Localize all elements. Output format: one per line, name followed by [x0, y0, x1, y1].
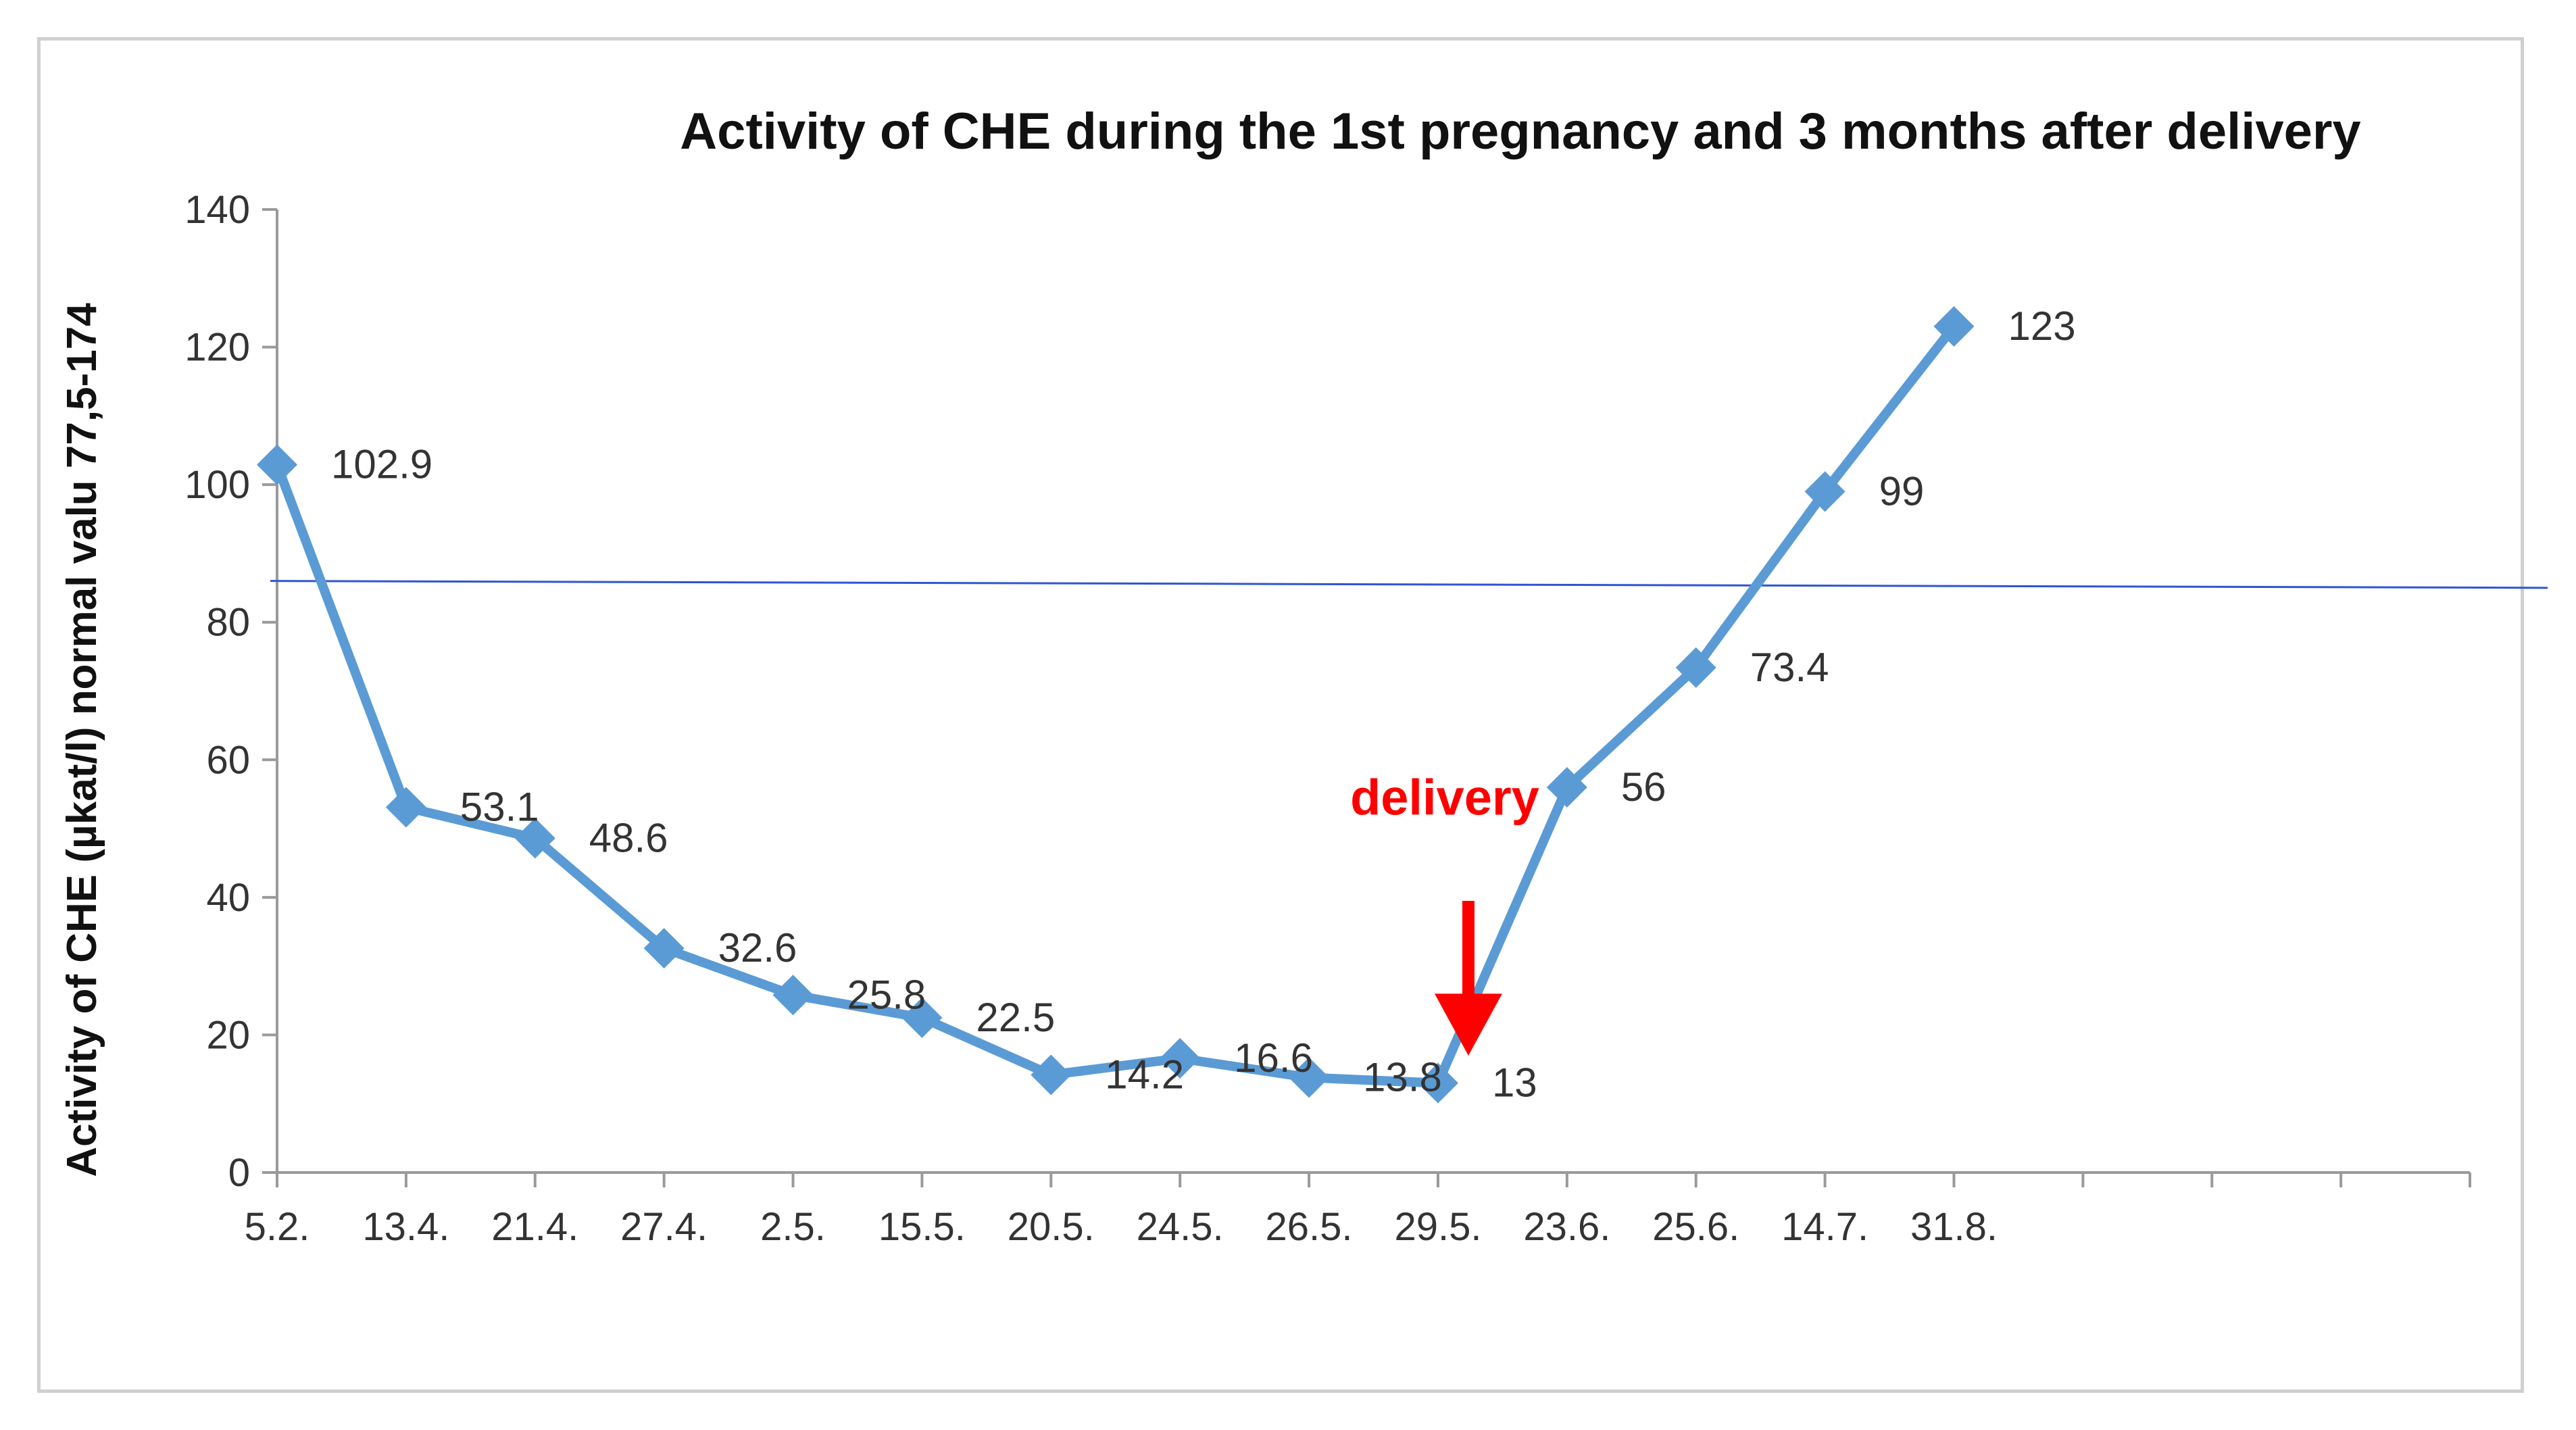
data-label: 22.5	[976, 995, 1055, 1040]
data-label: 99	[1879, 468, 1925, 514]
reference-line	[270, 580, 2548, 589]
data-point-marker	[514, 818, 555, 859]
data-point-marker	[901, 997, 943, 1038]
chart-title: Activity of CHE during the 1st pregnancy…	[680, 103, 2360, 160]
y-tick-label: 0	[228, 1151, 250, 1195]
data-label: 14.2	[1105, 1052, 1184, 1097]
data-labels-group: 102.9 53.1 48.6 32.6 25.8 22.5 14.2 16.6 13.8 13 5…	[331, 303, 2076, 1106]
data-label: 48.6	[589, 815, 668, 860]
chart-frame	[37, 37, 2524, 1393]
data-point-marker	[772, 975, 814, 1016]
y-tick-label: 20	[206, 1013, 250, 1057]
data-point-marker	[385, 787, 426, 828]
x-tick-label: 26.5.	[1266, 1205, 1353, 1249]
data-label: 123	[2008, 303, 2075, 349]
data-point-marker	[257, 444, 297, 485]
x-tick-label: 20.5.	[1008, 1205, 1095, 1249]
data-point-marker	[1546, 767, 1587, 808]
y-tick-label: 40	[206, 876, 250, 920]
data-point-marker	[643, 928, 685, 969]
x-tick-label: 13.4.	[362, 1205, 449, 1249]
delivery-arrow-head	[1434, 993, 1502, 1056]
data-label: 53.1	[460, 785, 539, 830]
y-tick-label: 120	[184, 326, 250, 370]
x-tick-label: 27.4.	[620, 1205, 708, 1249]
data-label: 13	[1492, 1060, 1537, 1106]
y-tick-label: 140	[184, 188, 250, 232]
annotation-group: delivery	[1350, 770, 1539, 1056]
x-tick-label: 25.6.	[1652, 1205, 1739, 1249]
data-label: 32.6	[718, 925, 797, 970]
y-tick-label: 100	[184, 463, 250, 507]
x-tick-label: 29.5.	[1394, 1205, 1481, 1249]
x-tick-label: 21.4.	[491, 1205, 578, 1249]
axes-group: 0 20 40 60 80 100 120 140 5.2. 13.4. 21.4. 27.4. 2.5…	[184, 188, 2471, 1249]
data-point-marker	[1160, 1038, 1201, 1079]
x-tick-label: 5.2.	[245, 1205, 310, 1249]
data-label: 25.8	[847, 972, 926, 1017]
y-axis-label: Activity of CHE (µkat/l) normal valu 77,…	[59, 303, 105, 1177]
data-point-marker	[1031, 1054, 1072, 1095]
series-line	[272, 322, 1959, 1088]
data-point-marker	[1417, 1062, 1458, 1104]
data-point-marker	[1933, 306, 1975, 347]
y-tick-label: 60	[206, 738, 250, 782]
data-point-marker	[1675, 647, 1716, 688]
x-tick-label: 31.8.	[1910, 1205, 1998, 1249]
reference-line-group	[270, 580, 2548, 589]
data-label: 102.9	[331, 442, 432, 487]
series-group	[257, 306, 1975, 1104]
data-point-marker	[1289, 1057, 1330, 1098]
x-tick-label: 2.5.	[760, 1205, 826, 1249]
x-tick-label: 24.5.	[1137, 1205, 1224, 1249]
data-label: 13.8	[1363, 1055, 1442, 1100]
y-tick-label: 80	[206, 601, 250, 645]
delivery-annotation-label: delivery	[1350, 770, 1539, 826]
x-tick-label: 14.7.	[1781, 1205, 1868, 1249]
data-point-marker	[1804, 471, 1846, 512]
data-label: 16.6	[1234, 1035, 1313, 1081]
data-label: 73.4	[1750, 645, 1829, 690]
x-tick-label: 23.6.	[1523, 1205, 1610, 1249]
data-label: 56	[1621, 764, 1666, 810]
x-tick-label: 15.5.	[878, 1205, 966, 1249]
